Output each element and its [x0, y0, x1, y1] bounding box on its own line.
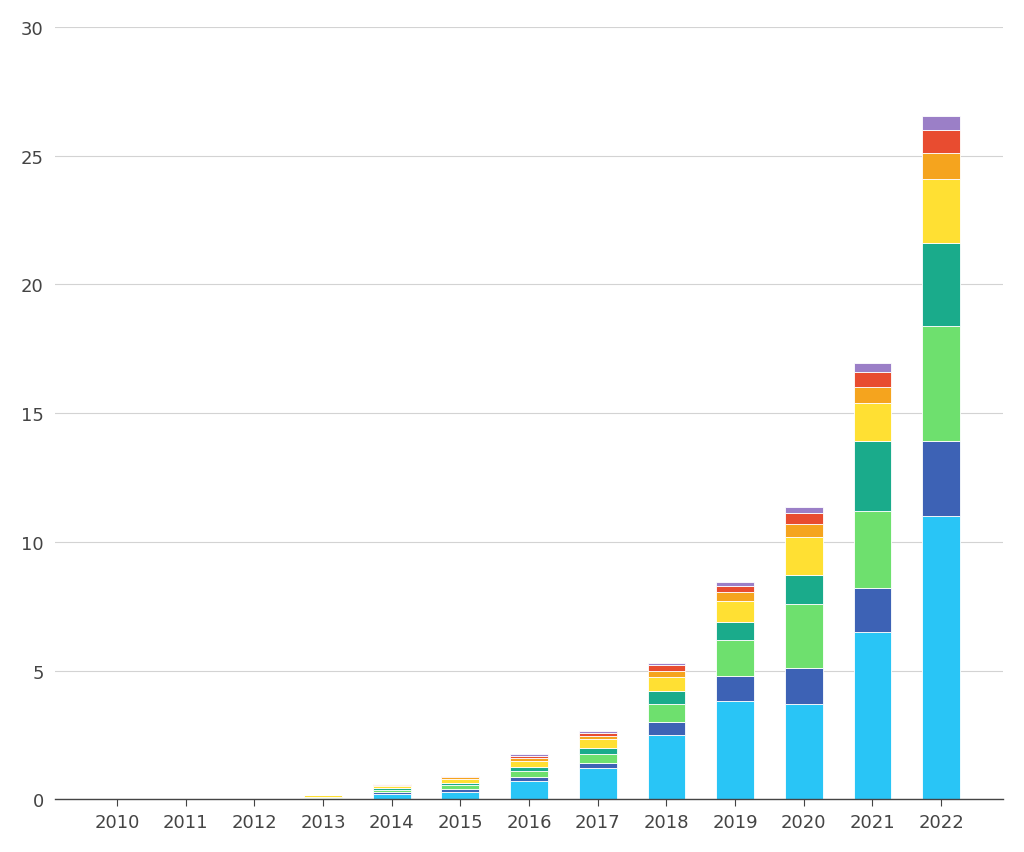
Bar — [579, 736, 616, 739]
Bar — [923, 442, 961, 516]
Bar — [716, 592, 754, 602]
Bar — [923, 180, 961, 244]
Bar — [923, 154, 961, 180]
Bar — [579, 763, 616, 769]
Bar — [785, 508, 822, 514]
Bar — [647, 671, 685, 677]
Bar — [716, 640, 754, 676]
Bar — [716, 701, 754, 799]
Bar — [373, 794, 411, 799]
Bar — [854, 388, 891, 403]
Bar — [579, 739, 616, 748]
Bar — [510, 781, 548, 799]
Bar — [716, 676, 754, 701]
Bar — [441, 786, 479, 789]
Bar — [579, 769, 616, 799]
Bar — [785, 604, 822, 668]
Bar — [923, 130, 961, 154]
Bar — [441, 789, 479, 792]
Bar — [647, 705, 685, 722]
Bar — [647, 722, 685, 735]
Bar — [441, 783, 479, 786]
Bar — [854, 511, 891, 589]
Bar — [716, 582, 754, 586]
Bar — [785, 537, 822, 576]
Bar — [647, 665, 685, 671]
Bar — [373, 792, 411, 794]
Bar — [579, 731, 616, 733]
Bar — [579, 748, 616, 754]
Bar — [923, 244, 961, 326]
Bar — [510, 754, 548, 756]
Bar — [510, 771, 548, 778]
Bar — [785, 514, 822, 524]
Bar — [854, 442, 891, 511]
Bar — [854, 403, 891, 442]
Bar — [854, 632, 891, 799]
Bar — [716, 622, 754, 640]
Bar — [923, 117, 961, 130]
Bar — [716, 586, 754, 592]
Bar — [373, 789, 411, 790]
Bar — [854, 364, 891, 372]
Bar — [854, 372, 891, 388]
Bar — [441, 792, 479, 799]
Bar — [441, 776, 479, 778]
Bar — [373, 790, 411, 792]
Bar — [304, 798, 342, 799]
Bar — [647, 663, 685, 665]
Bar — [785, 705, 822, 799]
Bar — [510, 761, 548, 767]
Bar — [647, 677, 685, 691]
Bar — [304, 797, 342, 798]
Bar — [373, 786, 411, 789]
Bar — [785, 524, 822, 537]
Bar — [441, 779, 479, 783]
Bar — [510, 778, 548, 781]
Bar — [373, 785, 411, 786]
Bar — [579, 733, 616, 736]
Bar — [373, 784, 411, 785]
Bar — [923, 516, 961, 799]
Bar — [854, 589, 891, 632]
Bar — [785, 668, 822, 705]
Bar — [579, 754, 616, 763]
Bar — [647, 735, 685, 799]
Bar — [441, 778, 479, 779]
Bar — [510, 756, 548, 758]
Bar — [785, 576, 822, 604]
Bar — [510, 758, 548, 761]
Bar — [510, 767, 548, 771]
Bar — [923, 326, 961, 442]
Bar — [304, 796, 342, 797]
Bar — [647, 691, 685, 705]
Bar — [716, 602, 754, 622]
